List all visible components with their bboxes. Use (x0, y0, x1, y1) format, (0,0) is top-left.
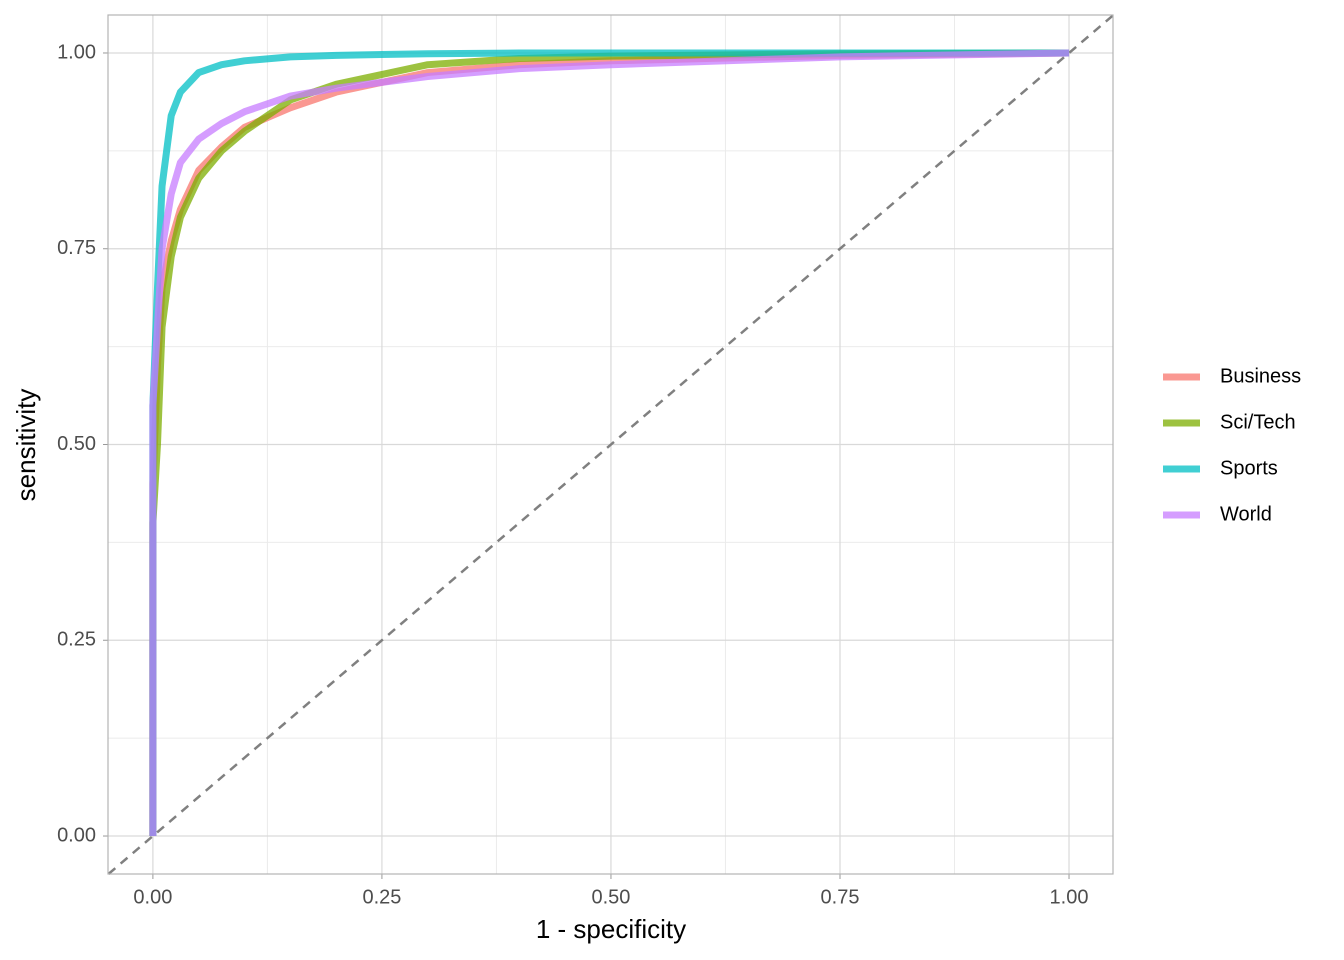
panel-border (107, 14, 1114, 875)
x-tick-label: 0.00 (133, 886, 172, 908)
legend-label: Sci/Tech (1220, 411, 1296, 433)
x-tick-label: 1.00 (1050, 886, 1089, 908)
y-tick-label: 0.00 (57, 824, 96, 846)
x-tick-label: 0.25 (362, 886, 401, 908)
x-tick-label: 0.50 (591, 886, 630, 908)
legend-label: Business (1220, 365, 1301, 387)
legend-label: World (1220, 503, 1272, 525)
roc-curve (149, 49, 1070, 837)
y-tick-label: 0.25 (57, 629, 96, 651)
legend-label: Sports (1220, 457, 1278, 479)
y-axis-title: sensitivity (11, 389, 41, 502)
diagonal-reference (107, 14, 1114, 875)
roc-curve (149, 49, 1070, 837)
x-axis-title: 1 - specificity (536, 914, 686, 944)
y-tick-label: 1.00 (57, 41, 96, 63)
y-tick-label: 0.75 (57, 237, 96, 259)
x-tick-label: 0.75 (821, 886, 860, 908)
roc-curve (149, 49, 1070, 837)
y-tick-label: 0.50 (57, 433, 96, 455)
